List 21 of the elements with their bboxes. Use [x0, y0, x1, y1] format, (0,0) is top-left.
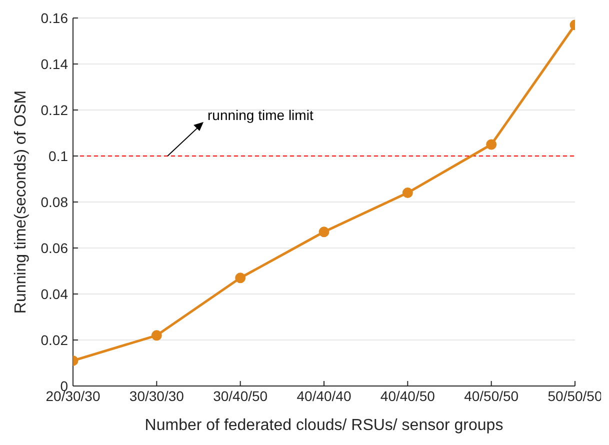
y-tick-label: 0.08 — [40, 194, 68, 210]
y-tick-label: 0.02 — [40, 332, 68, 348]
y-tick-label: 0.16 — [40, 10, 68, 26]
x-tick-label: 30/40/50 — [213, 388, 268, 404]
x-tick-label: 40/40/40 — [296, 388, 352, 404]
point — [235, 272, 246, 284]
y-tick-label: 0.06 — [40, 240, 68, 256]
point — [318, 226, 330, 238]
point — [402, 188, 413, 198]
y-tick-label: 0.12 — [40, 102, 68, 118]
point — [486, 139, 497, 150]
x-tick-label: 40/50/50 — [464, 388, 519, 404]
point — [151, 330, 162, 341]
y-tick-label: 0.1 — [48, 148, 68, 164]
x-tick-label: 40/40/50 — [380, 388, 436, 404]
y-axis-title: Running time(seconds) of OSM — [12, 90, 30, 314]
y-tick-label: 0.04 — [40, 286, 68, 302]
x-tick-label: 30/30/30 — [129, 388, 184, 404]
x-axis-title: Number of federated clouds/ RSUs/ sensor groups — [144, 417, 504, 434]
annotation: running time limit — [208, 107, 314, 123]
y-tick-label: 0.14 — [40, 56, 68, 72]
